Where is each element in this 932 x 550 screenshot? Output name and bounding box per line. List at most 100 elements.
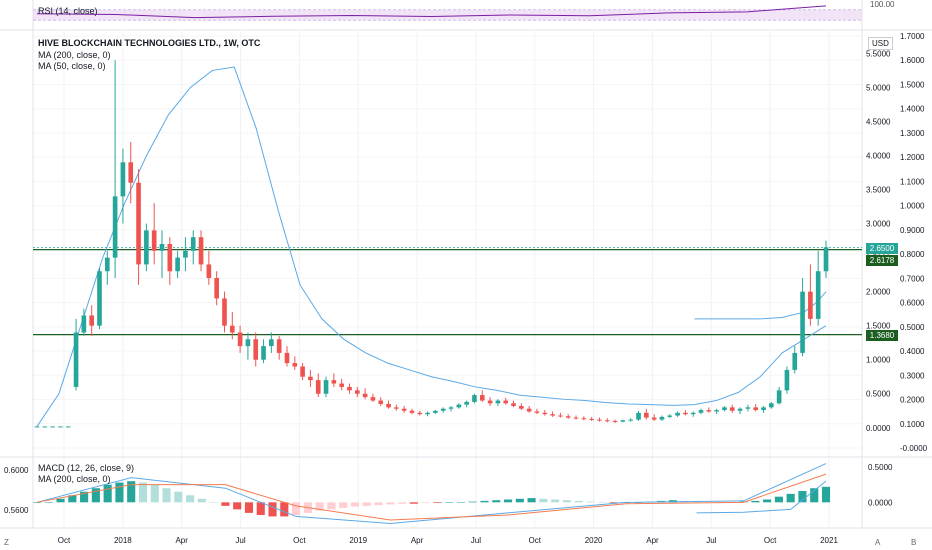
macd-pane[interactable] <box>32 463 831 524</box>
candle-body <box>776 390 782 404</box>
macd-histogram-bar <box>115 482 124 503</box>
macd-histogram-bar <box>798 491 807 503</box>
macd-histogram-bar <box>80 491 89 503</box>
macd-legend[interactable]: MACD (12, 26, close, 9) <box>38 463 135 473</box>
candle-body <box>261 346 266 360</box>
macd-histogram-bar <box>280 502 289 517</box>
auto-scale-button[interactable]: A <box>875 538 881 547</box>
currency-label[interactable]: USD <box>868 37 893 50</box>
level-top-badge: 2.6178 <box>866 255 898 266</box>
macd-histogram-bar <box>56 498 65 503</box>
macd-histogram-bar <box>68 495 77 503</box>
candle-body <box>292 363 298 367</box>
candle-body <box>503 400 509 404</box>
ma200-legend[interactable]: MA (200, close, 0) <box>38 50 111 60</box>
right-price-tick: 1.2000 <box>900 153 925 162</box>
price-tick-label: 3.5000 <box>866 186 891 195</box>
candle-body <box>394 407 399 409</box>
candle-body <box>175 257 180 272</box>
main-legend-title[interactable]: HIVE BLOCKCHAIN TECHNOLOGIES LTD., 1W, O… <box>38 38 261 48</box>
candle-body <box>542 412 548 415</box>
time-tick-label: Oct <box>529 536 542 545</box>
right-price-tick: 1.1000 <box>900 177 925 186</box>
candle-body <box>112 196 118 258</box>
price-tick-label: 3.0000 <box>866 220 891 229</box>
ma50-line <box>694 291 827 320</box>
right-price-tick: 0.3000 <box>900 371 925 380</box>
right-price-tick: 0.4000 <box>900 347 925 356</box>
macd-histogram-bar <box>480 500 489 503</box>
macd-histogram-bar <box>539 498 548 503</box>
candle-body <box>667 415 673 417</box>
candle-body <box>190 237 196 251</box>
zoom-button[interactable]: Z <box>4 538 9 547</box>
candle-body <box>50 426 55 428</box>
macd-histogram-bar <box>810 488 819 503</box>
candle-body <box>58 426 63 428</box>
candle-body <box>104 257 110 272</box>
macd-histogram-bar <box>397 502 407 504</box>
pane-borders <box>0 0 932 529</box>
candle-body <box>128 162 134 183</box>
candle-body <box>464 401 469 405</box>
macd-histogram-bar <box>292 502 301 516</box>
price-pane[interactable] <box>33 60 862 428</box>
candle-body <box>433 410 438 413</box>
candle-body <box>331 380 337 384</box>
macd-histogram-bar <box>268 502 277 517</box>
time-tick-label: 2020 <box>585 536 603 545</box>
candle-body <box>604 420 610 422</box>
macd-histogram-bar <box>586 501 595 503</box>
scale-b-button[interactable]: B <box>911 538 917 547</box>
right-price-tick: 0.1000 <box>900 420 925 429</box>
macd-histogram-bar <box>409 502 418 504</box>
macd-histogram-bar <box>609 502 619 504</box>
candle-body <box>722 407 727 411</box>
time-tick-label: Jul <box>706 536 716 545</box>
candle-body <box>323 380 329 394</box>
candle-body <box>761 407 766 411</box>
candle-body <box>151 230 157 251</box>
candle-body <box>823 247 829 272</box>
macd-histogram-bar <box>127 481 136 503</box>
macd-ma-line <box>696 480 827 514</box>
rsi-legend[interactable]: RSI (14, close) <box>38 6 98 16</box>
macd-histogram-bar <box>774 496 783 503</box>
candle-body <box>683 412 688 415</box>
price-tick-label: 4.5000 <box>866 117 891 126</box>
candle-body <box>558 415 563 417</box>
candle-body <box>65 426 71 428</box>
candle-body <box>284 352 290 364</box>
candle-body <box>784 369 790 391</box>
candle-body <box>89 315 95 326</box>
candle-body <box>487 400 493 404</box>
rsi-pane[interactable] <box>33 5 862 21</box>
ma50-legend[interactable]: MA (50, close, 0) <box>38 61 106 71</box>
candle-body <box>229 325 235 333</box>
candle-body <box>417 412 423 415</box>
candle-body <box>237 332 243 347</box>
right-price-tick: 0.8000 <box>900 250 925 259</box>
macd-histogram-bar <box>503 499 513 503</box>
price-tick-label: 2.0000 <box>866 288 891 297</box>
macd-histogram-bar <box>445 502 454 503</box>
price-tick-label: 1.0000 <box>866 356 891 365</box>
macd-histogram-bar <box>527 498 536 503</box>
right-price-tick: 0.7000 <box>900 274 925 283</box>
candle-body <box>495 400 501 404</box>
axis-labels: Oct 2018 Apr Jul Oct 2019 Apr Jul Oct 2020 Apr Jul O… <box>4 32 928 545</box>
candle-body <box>573 417 579 419</box>
candle-body <box>362 393 368 398</box>
candle-body <box>511 403 516 406</box>
macd-histogram-bar <box>174 491 183 503</box>
candle-body <box>245 339 251 347</box>
macd-ma-legend[interactable]: MA (200, close, 0) <box>38 474 111 484</box>
candle-body <box>409 410 415 413</box>
macd-histogram-bar <box>562 500 571 503</box>
macd-histogram-bar <box>327 502 336 510</box>
candle-body <box>519 405 524 409</box>
candle-body <box>534 411 540 413</box>
candle-body <box>675 412 680 416</box>
candle-body <box>620 420 626 422</box>
